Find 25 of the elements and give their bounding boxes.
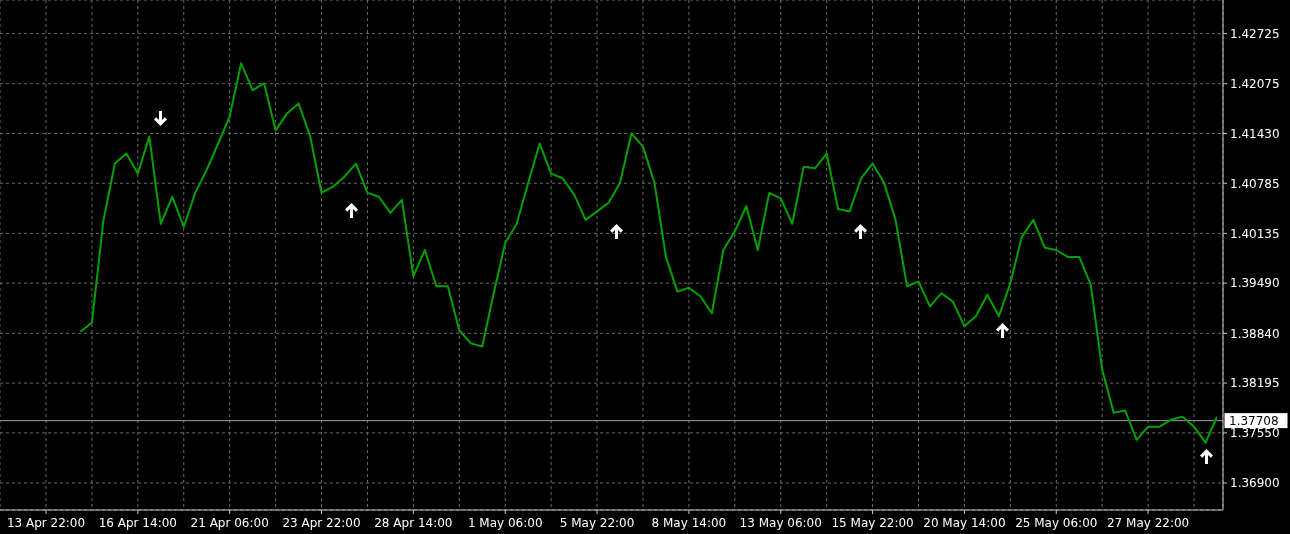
x-tick-label: 8 May 14:00 <box>651 516 727 530</box>
x-tick-label: 25 May 06:00 <box>1015 516 1098 530</box>
x-tick-label: 27 May 22:00 <box>1106 516 1190 530</box>
x-tick-label: 1 May 06:00 <box>467 516 543 530</box>
y-tick-label: 1.40785 <box>1230 176 1280 191</box>
x-tick-label: 20 May 14:00 <box>923 516 1006 530</box>
line-series <box>79 62 1217 444</box>
y-tick-label: 1.41430 <box>1230 126 1280 141</box>
x-tick-label: 28 Apr 14:00 <box>374 516 453 530</box>
y-tick-label: 1.38195 <box>1230 376 1280 391</box>
x-tick-label: 13 May 06:00 <box>739 516 822 530</box>
x-tick-label: 21 Apr 06:00 <box>190 516 269 530</box>
x-tick-label: 16 Apr 14:00 <box>98 516 177 530</box>
y-tick-label: 1.37550 <box>1230 426 1280 441</box>
x-tick-label: 15 May 22:00 <box>831 516 914 530</box>
x-tick-label: 13 Apr 22:00 <box>6 516 86 530</box>
x-tick-label: 23 Apr 22:00 <box>282 516 361 530</box>
y-tick-label: 1.42075 <box>1230 76 1280 91</box>
ref-line-label: 1.37708 <box>1229 414 1279 429</box>
y-tick-label: 1.39490 <box>1230 276 1280 291</box>
y-tick-label: 1.42725 <box>1230 26 1280 41</box>
x-tick-label: 5 May 22:00 <box>559 516 635 530</box>
y-tick-label: 1.36900 <box>1230 476 1280 491</box>
y-tick-label: 1.38840 <box>1230 326 1280 341</box>
y-tick-label: 1.40135 <box>1230 226 1280 241</box>
